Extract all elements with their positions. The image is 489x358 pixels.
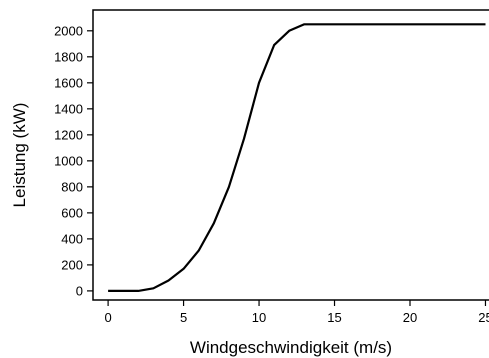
x-axis-title: Windgeschwindigkeit (m/s) bbox=[190, 338, 392, 357]
x-tick-label: 25 bbox=[478, 310, 489, 325]
y-tick-label: 800 bbox=[61, 179, 83, 194]
y-tick-label: 1000 bbox=[54, 153, 83, 168]
y-axis: 0 200 400 600 800 1000 1200 1400 1600 1800 2000 bbox=[54, 23, 93, 298]
y-tick-label: 2000 bbox=[54, 23, 83, 38]
y-tick-label: 200 bbox=[61, 257, 83, 272]
x-tick-label: 20 bbox=[403, 310, 417, 325]
y-tick-label: 400 bbox=[61, 231, 83, 246]
x-tick-label: 5 bbox=[180, 310, 187, 325]
plot-frame bbox=[92, 9, 489, 301]
y-tick-label: 600 bbox=[61, 205, 83, 220]
power-curve-line bbox=[108, 23, 486, 292]
y-tick-label: 0 bbox=[76, 283, 83, 298]
y-tick-label: 1600 bbox=[54, 75, 83, 90]
x-tick-label: 10 bbox=[252, 310, 266, 325]
y-tick-label: 1200 bbox=[54, 127, 83, 142]
y-axis-title: Leistung (kW) bbox=[10, 103, 29, 208]
x-tick-label: 15 bbox=[327, 310, 341, 325]
x-axis: 0 5 10 15 20 25 bbox=[104, 300, 489, 325]
x-tick-label: 0 bbox=[104, 310, 111, 325]
y-tick-label: 1800 bbox=[54, 49, 83, 64]
y-tick-label: 1400 bbox=[54, 101, 83, 116]
